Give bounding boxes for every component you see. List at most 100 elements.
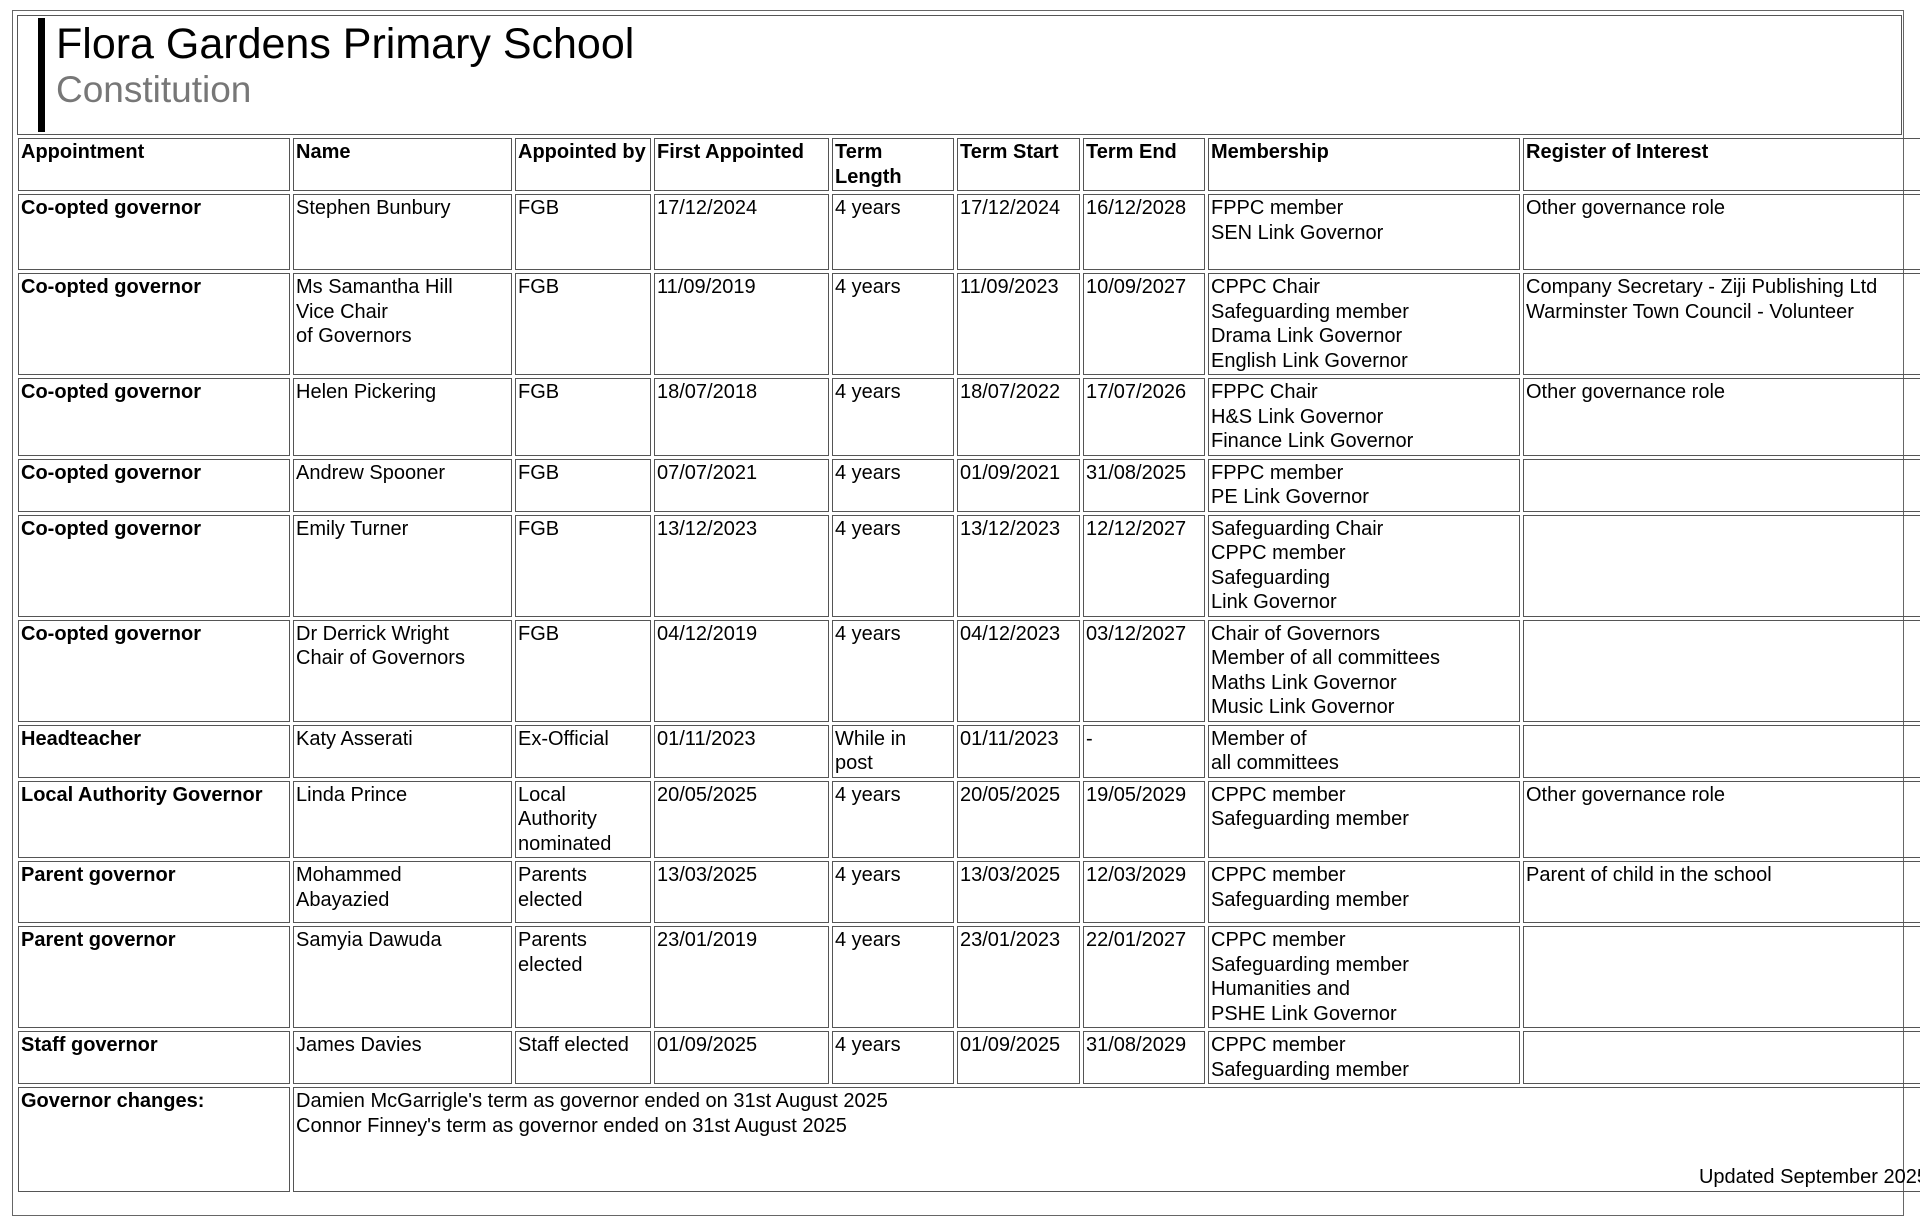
cell-term-start: 23/01/2023 xyxy=(957,926,1080,1028)
cell-appointed-by: Local Authority nominated xyxy=(515,780,651,858)
cell-line: post xyxy=(835,752,873,774)
cell-term-length: 4 years xyxy=(832,514,954,617)
cell-register-of-interest: Other governance role xyxy=(1523,780,1920,858)
cell-appointment: Parent governor xyxy=(18,861,290,923)
cell-appointment: Staff governor xyxy=(18,1031,290,1084)
cell-appointment: Headteacher xyxy=(18,724,290,778)
cell-term-length: 4 years xyxy=(832,458,954,512)
cell-term-start: 20/05/2025 xyxy=(957,780,1080,858)
cell-appointed-by: FGB xyxy=(515,619,651,722)
cell-appointment: Co-opted governor xyxy=(18,619,290,722)
cell-name: Samyia Dawuda xyxy=(293,926,512,1028)
cell-line: Finance Link Governor xyxy=(1211,430,1414,452)
cell-line: Safeguarding xyxy=(1211,566,1330,589)
page-subtitle: Constitution xyxy=(56,69,252,110)
column-header-name: Name xyxy=(293,138,512,191)
cell-term-end: 31/08/2025 xyxy=(1083,458,1205,512)
cell-term-start: 01/09/2021 xyxy=(957,458,1080,512)
cell-term-start: 13/12/2023 xyxy=(957,514,1080,617)
column-header-appointed-by: Appointed by xyxy=(515,138,651,191)
cell-line: Drama Link Governor xyxy=(1211,325,1403,347)
cell-membership: FPPC Chair H&S Link Governor Finance Link … xyxy=(1208,378,1520,456)
cell-line: Ex-Official xyxy=(518,727,609,750)
cell-line: Samyia Dawuda xyxy=(296,929,442,951)
cell-term-end: 12/12/2027 xyxy=(1083,514,1205,617)
cell-line: Mohammed xyxy=(296,864,402,886)
cell-line: Helen Pickering xyxy=(296,381,437,403)
cell-appointed-by: FGB xyxy=(515,378,651,456)
table-row: Co-opted governor Emily Turner FGB 13/12/20… xyxy=(18,514,1920,617)
cell-name: Helen Pickering xyxy=(293,378,512,456)
table-row: Parent governor Samyia Dawuda Parents elect… xyxy=(18,926,1920,1028)
cell-name: Katy Asserati xyxy=(293,724,512,778)
cell-line: 4 years xyxy=(835,783,901,806)
cell-line: Member of all committees xyxy=(1211,647,1440,669)
column-header-term-end: Term End xyxy=(1083,138,1205,191)
cell-line: Katy Asserati xyxy=(296,727,413,750)
cell-register-of-interest xyxy=(1523,926,1920,1028)
cell-term-length: While in post xyxy=(832,724,954,778)
cell-line: Other governance role xyxy=(1526,381,1726,403)
cell-line: Chair of Governors xyxy=(1211,622,1380,645)
table-row: Co-opted governor Ms Samantha Hill Vice Ch… xyxy=(18,273,1920,375)
table-row: Co-opted governor Helen Pickering FGB 18/07… xyxy=(18,378,1920,456)
cell-line: Andrew Spooner xyxy=(296,461,445,484)
governor-changes-row: Governor changes: Damien McGarrigle's ter… xyxy=(18,1087,1920,1192)
cell-line: 4 years xyxy=(835,197,901,219)
cell-term-length: 4 years xyxy=(832,378,954,456)
cell-line: FGB xyxy=(518,381,560,403)
cell-first-appointed: 13/12/2023 xyxy=(654,514,829,617)
cell-line: Safeguarding member xyxy=(1211,808,1409,830)
cell-membership: CPPC member Safeguarding member xyxy=(1208,780,1520,858)
cell-term-start: 18/07/2022 xyxy=(957,378,1080,456)
column-header-term-length: Term Length xyxy=(832,138,954,191)
cell-register-of-interest xyxy=(1523,458,1920,512)
cell-appointment: Co-opted governor xyxy=(18,458,290,512)
cell-first-appointed: 20/05/2025 xyxy=(654,780,829,858)
cell-line: Safeguarding member xyxy=(1211,888,1409,911)
title-block: Flora Gardens Primary School Constitutio… xyxy=(17,15,1902,135)
cell-register-of-interest: Parent of child in the school xyxy=(1523,861,1920,923)
cell-membership: CPPC member Safeguarding member xyxy=(1208,1031,1520,1084)
cell-line: Parents xyxy=(518,929,587,951)
cell-line: CPPC member xyxy=(1211,542,1346,564)
cell-line: elected xyxy=(518,953,583,976)
table-row: Co-opted governor Andrew Spooner FGB 07/07/… xyxy=(18,458,1920,512)
cell-term-start: 01/11/2023 xyxy=(957,724,1080,778)
cell-line: Company Secretary - Ziji Publishing Ltd xyxy=(1526,276,1878,298)
cell-line: Dr Derrick Wright xyxy=(296,622,449,645)
cell-name: Linda Prince xyxy=(293,780,512,858)
cell-line: Emily Turner xyxy=(296,517,409,540)
cell-appointed-by: FGB xyxy=(515,458,651,512)
cell-line: 4 years xyxy=(835,276,901,298)
cell-line: FGB xyxy=(518,517,560,540)
cell-line: Humanities and xyxy=(1211,978,1350,1000)
cell-register-of-interest xyxy=(1523,619,1920,722)
cell-term-end: 19/05/2029 xyxy=(1083,780,1205,858)
cell-line: Parents xyxy=(518,864,587,886)
accent-bar xyxy=(38,18,45,132)
cell-register-of-interest xyxy=(1523,514,1920,617)
cell-appointment: Co-opted governor xyxy=(18,514,290,617)
cell-line: 4 years xyxy=(835,864,901,886)
cell-name: Stephen Bunbury xyxy=(293,194,512,270)
cell-line: PE Link Governor xyxy=(1211,486,1369,508)
cell-term-length: 4 years xyxy=(832,619,954,722)
cell-appointment: Co-opted governor xyxy=(18,378,290,456)
cell-membership: Safeguarding Chair CPPC member Safeguardin… xyxy=(1208,514,1520,617)
cell-name: James Davies xyxy=(293,1031,512,1084)
cell-line: FPPC Chair xyxy=(1211,381,1318,403)
table-row: Parent governor Mohammed Abayazied Parents e… xyxy=(18,861,1920,923)
cell-line: CPPC member xyxy=(1211,864,1346,886)
table-row: Co-opted governor Dr Derrick Wright Chair … xyxy=(18,619,1920,722)
cell-appointed-by: Ex-Official xyxy=(515,724,651,778)
column-header-membership: Membership xyxy=(1208,138,1520,191)
column-header-term-start: Term Start xyxy=(957,138,1080,191)
cell-first-appointed: 18/07/2018 xyxy=(654,378,829,456)
cell-line: SEN Link Governor xyxy=(1211,221,1384,244)
cell-term-length: 4 years xyxy=(832,926,954,1028)
column-header-first-appointed: First Appointed xyxy=(654,138,829,191)
cell-register-of-interest xyxy=(1523,1031,1920,1084)
table-row: Headteacher Katy Asserati Ex-Official 01/11… xyxy=(18,724,1920,778)
cell-term-end: 10/09/2027 xyxy=(1083,273,1205,375)
